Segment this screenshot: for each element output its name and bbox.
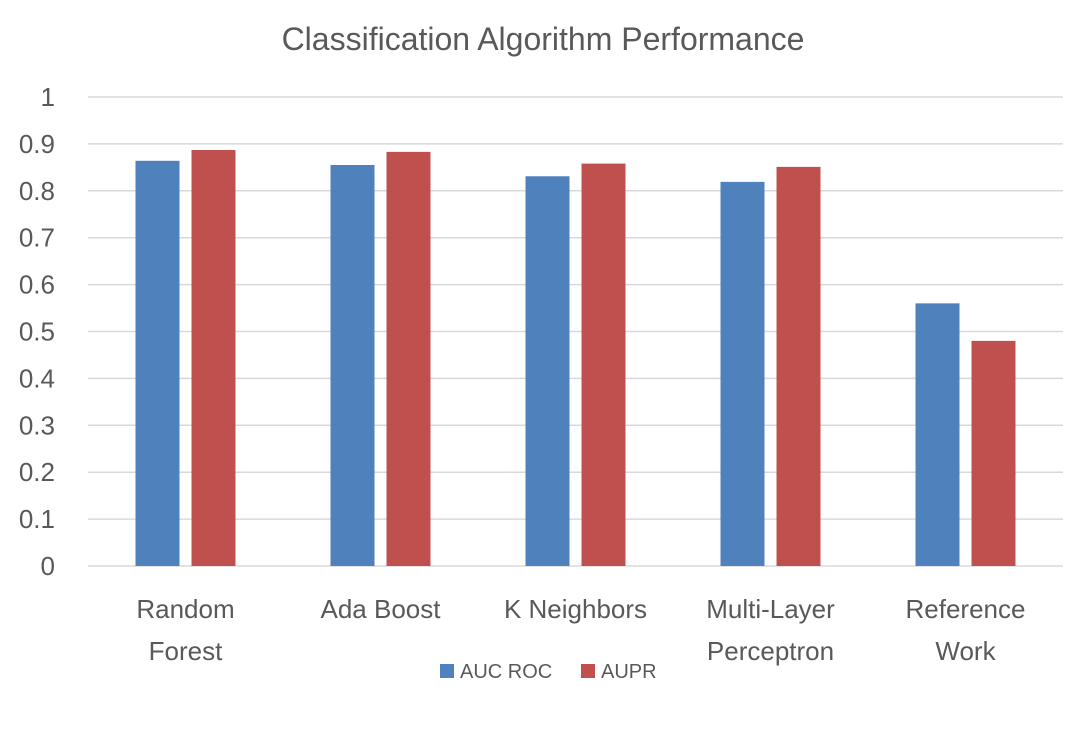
y-tick-label: 0.9	[19, 129, 55, 159]
legend: AUC ROC AUPR	[440, 661, 657, 683]
bar-aupr	[971, 340, 1016, 566]
y-axis-ticks: 0 0.1 0.2 0.3 0.4 0.5 0.6 0.7 0.8 0.9 1	[19, 82, 55, 581]
y-tick-label: 0.4	[19, 363, 55, 393]
bar-aupr	[191, 149, 236, 566]
bar-auc-roc	[135, 160, 180, 566]
bar-aupr	[581, 163, 626, 566]
bar-auc-roc	[915, 303, 960, 566]
y-tick-label: 0.3	[19, 410, 55, 440]
bar-auc-roc	[720, 181, 765, 566]
y-tick-label: 0.8	[19, 176, 55, 206]
category-label: Work	[935, 636, 996, 666]
legend-label: AUPR	[601, 661, 657, 683]
bar-aupr	[386, 151, 431, 567]
category-label: K Neighbors	[504, 594, 647, 624]
legend-swatch	[440, 664, 454, 678]
category-label: Forest	[149, 636, 223, 666]
y-tick-label: 1	[41, 82, 55, 112]
y-tick-label: 0	[41, 551, 55, 581]
y-tick-label: 0.7	[19, 223, 55, 253]
y-tick-label: 0.1	[19, 504, 55, 534]
bar-aupr	[776, 166, 821, 567]
legend-label: AUC ROC	[460, 661, 552, 683]
legend-swatch	[581, 664, 595, 678]
category-label: Random	[136, 594, 234, 624]
bar-auc-roc	[330, 165, 375, 566]
y-tick-label: 0.2	[19, 457, 55, 487]
bar-auc-roc	[525, 176, 570, 567]
bars	[135, 149, 1016, 567]
category-label: Reference	[906, 594, 1026, 624]
chart-title: Classification Algorithm Performance	[282, 21, 805, 57]
y-tick-label: 0.5	[19, 317, 55, 347]
gridlines	[88, 96, 1063, 567]
category-labels: Random Forest Ada Boost K Neighbors Multi-La…	[136, 594, 1025, 666]
category-label: Ada Boost	[321, 594, 442, 624]
category-label: Perceptron	[707, 636, 834, 666]
y-tick-label: 0.6	[19, 270, 55, 300]
category-label: Multi-Layer	[706, 594, 835, 624]
